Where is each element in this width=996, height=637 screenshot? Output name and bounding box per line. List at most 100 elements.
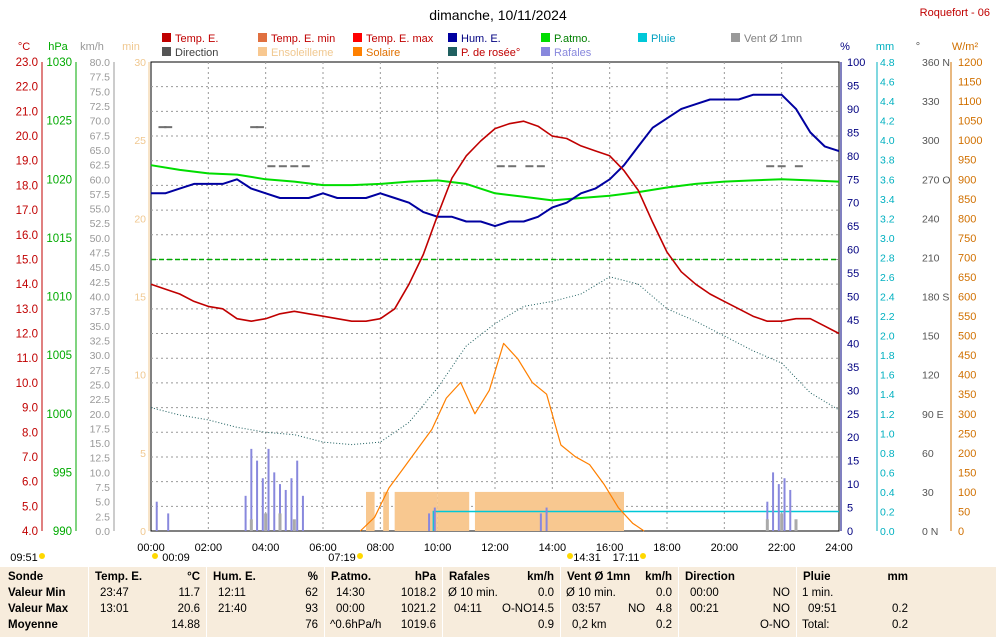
time-marker-label: 14:31 xyxy=(573,552,601,564)
x-tick-label: 10:00 xyxy=(424,542,452,554)
sunshine-block xyxy=(394,491,438,531)
rain-tick-label: 4.4 xyxy=(880,96,895,108)
wind-tick-label: 52.5 xyxy=(90,218,111,230)
dir-tick-label: 240 xyxy=(922,213,940,225)
x-tick-label: 08:00 xyxy=(367,542,395,554)
legend-label: Temp. E. min xyxy=(271,33,335,45)
wind-tick-label: 40.0 xyxy=(90,292,111,304)
wind-tick-label: 62.5 xyxy=(90,160,111,172)
gust-max-time: 04:11 xyxy=(454,603,482,615)
gust-10min-value: 0.0 xyxy=(538,587,554,599)
solar-tick-label: 200 xyxy=(958,448,976,460)
hum-tick-label: 5 xyxy=(847,503,853,515)
temp-tick-label: 15.0 xyxy=(16,254,38,266)
temp-tick-label: 6.0 xyxy=(22,477,38,489)
temp-tick-label: 13.0 xyxy=(16,304,38,316)
rain-tick-label: 2.0 xyxy=(880,331,895,343)
temp-tick-label: 8.0 xyxy=(22,427,38,439)
rain-column: Pluie mm 1 min. 09:51 0.2 Total: 0.2 xyxy=(796,567,914,637)
wind-tick-label: 35.0 xyxy=(90,321,111,333)
hum-average: 76 xyxy=(305,619,318,631)
chart-title: dimanche, 10/11/2024 xyxy=(429,7,567,23)
wind-unit: km/h xyxy=(645,571,672,583)
press-axis-unit: hPa xyxy=(48,41,68,53)
wind-tick-label: 77.5 xyxy=(90,72,111,84)
solar-tick-label: 800 xyxy=(958,213,976,225)
temp-tick-label: 11.0 xyxy=(16,353,38,365)
solar-tick-label: 50 xyxy=(958,506,970,518)
dir-tick-label: 0 N xyxy=(922,526,938,538)
solar-tick-label: 600 xyxy=(958,292,976,304)
hum-tick-label: 15 xyxy=(847,456,859,468)
row-label-max: Valeur Max xyxy=(8,603,69,615)
press-min-time: 14:30 xyxy=(336,587,365,599)
hum-max-time: 21:40 xyxy=(218,603,247,615)
wind-tick-label: 20.0 xyxy=(90,409,111,421)
press-tick-label: 990 xyxy=(53,526,72,538)
x-tick-label: 06:00 xyxy=(309,542,337,554)
rain-tick-label: 4.6 xyxy=(880,77,895,89)
sunmin-tick-label: 0 xyxy=(140,526,146,538)
rain-tick-label: 3.6 xyxy=(880,174,895,186)
rain-tick-label: 3.8 xyxy=(880,155,895,167)
sunmin-tick-label: 20 xyxy=(134,213,146,225)
solar-series xyxy=(359,342,645,532)
press-column: P.atmo. hPa 14:30 1018.2 00:00 1021.2 ^0… xyxy=(324,567,442,637)
rain-tick-label: 4.0 xyxy=(880,135,895,147)
sun-marker-icon xyxy=(152,553,158,559)
rain-tick-label: 0.0 xyxy=(880,526,895,538)
dir-tick-label: 90 E xyxy=(922,409,944,421)
temp-tick-label: 14.0 xyxy=(16,279,38,291)
wind-max-value: 4.8 xyxy=(656,603,672,615)
temp-min-value: 11.7 xyxy=(178,587,200,599)
hum-tick-label: 30 xyxy=(847,385,859,397)
temp-tick-label: 19.0 xyxy=(16,156,38,168)
dir-tick-label: 330 xyxy=(922,96,940,108)
solar-tick-label: 300 xyxy=(958,409,976,421)
wind-tick-label: 70.0 xyxy=(90,116,111,128)
statistics-table: Sonde Valeur Min Valeur Max Moyenne Temp… xyxy=(0,567,996,637)
wind-tick-label: 57.5 xyxy=(90,189,111,201)
press-tick-label: 995 xyxy=(53,467,72,479)
direction-header: Direction xyxy=(685,571,735,583)
plot-area xyxy=(150,61,840,532)
rain-tick-label: 1.4 xyxy=(880,389,895,401)
solar-tick-label: 750 xyxy=(958,233,976,245)
solar-tick-label: 900 xyxy=(958,174,976,186)
rain-tick-label: 3.0 xyxy=(880,233,895,245)
wind-tick-label: 27.5 xyxy=(90,365,111,377)
wind-tick-label: 25.0 xyxy=(90,379,111,391)
hum-tick-label: 100 xyxy=(847,57,865,69)
wind-header: Vent Ø 1mn xyxy=(567,571,631,583)
direction-max-value: NO xyxy=(772,603,790,615)
press-tick-label: 1020 xyxy=(46,174,72,186)
hum-tick-label: 95 xyxy=(847,80,859,92)
rain-axis-unit: mm xyxy=(876,41,894,53)
gust-max-dir: O-NO xyxy=(502,603,533,615)
wind-tick-label: 80.0 xyxy=(90,57,111,69)
wind-tick-label: 22.5 xyxy=(90,394,111,406)
temp-tick-label: 4.0 xyxy=(22,526,38,538)
legend-swatch xyxy=(258,47,267,56)
legend-label: Pluie xyxy=(651,33,675,45)
solar-tick-label: 350 xyxy=(958,389,976,401)
wind-column: Vent Ø 1mn km/h Ø 10 min. 0.0 03:57 NO 4… xyxy=(560,567,678,637)
row-label-min: Valeur Min xyxy=(8,587,66,599)
wind-axis-unit: km/h xyxy=(80,41,104,53)
hum-tick-label: 85 xyxy=(847,127,859,139)
dir-tick-label: 210 xyxy=(922,252,940,264)
gust-header: Rafales xyxy=(449,571,490,583)
temp-tick-label: 18.0 xyxy=(16,180,38,192)
legend-label: P. de rosée° xyxy=(461,47,520,59)
rain-max-time: 09:51 xyxy=(808,603,837,615)
direction-average: O-NO xyxy=(759,619,790,631)
rain-tick-label: 2.6 xyxy=(880,272,895,284)
wind-tick-label: 12.5 xyxy=(90,453,111,465)
time-marker-label: 09:51 xyxy=(10,552,38,564)
direction-min-time: 00:00 xyxy=(690,587,719,599)
sunshine-block xyxy=(383,491,389,531)
temp-tick-label: 20.0 xyxy=(16,131,38,143)
rain-period-label: 1 min. xyxy=(802,587,834,599)
temp-tick-label: 12.0 xyxy=(16,329,38,341)
dir-tick-label: 360 N xyxy=(922,57,950,69)
